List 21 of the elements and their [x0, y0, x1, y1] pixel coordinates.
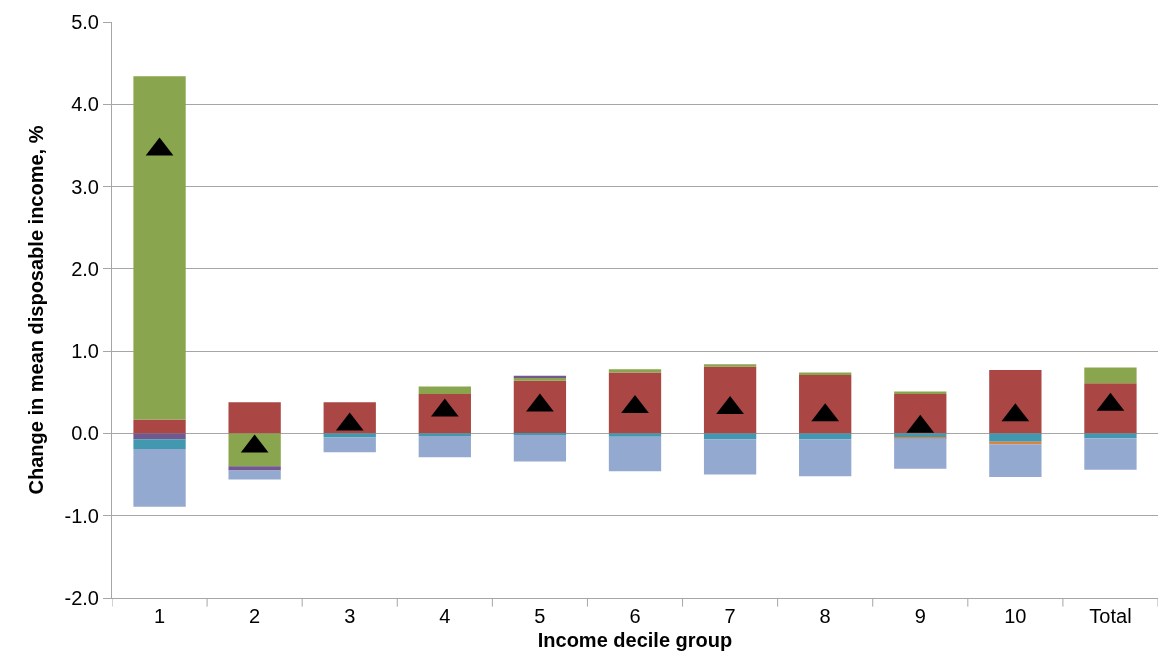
x-tick-label: 4: [439, 605, 451, 627]
x-tick-label: 2: [249, 605, 261, 627]
y-axis-title: Change in mean disposable income, %: [25, 125, 48, 495]
x-tick-label: 6: [629, 605, 641, 627]
y-tick-label: 2.0: [71, 257, 99, 280]
x-tick-label: 1: [153, 605, 166, 627]
x-tick-label: 10: [1004, 605, 1027, 627]
y-tick-label: -1.0: [64, 504, 99, 527]
y-tick-label: 5.0: [71, 11, 99, 33]
x-tick-label: 9: [914, 605, 926, 627]
x-tick-label: Total: [1089, 605, 1132, 627]
x-tick-label: 5: [534, 605, 546, 627]
y-tick-label: 0.0: [71, 422, 99, 445]
y-tick-label: 4.0: [71, 93, 99, 116]
y-tick-label: 1.0: [71, 340, 99, 363]
x-tick-label: 7: [724, 605, 736, 627]
x-tick-label: 8: [819, 605, 831, 627]
y-tick-label: -2.0: [64, 587, 99, 609]
y-tick-label: 3.0: [71, 175, 99, 198]
x-tick-label: 3: [344, 605, 356, 627]
x-axis-title: Income decile group: [537, 628, 733, 651]
